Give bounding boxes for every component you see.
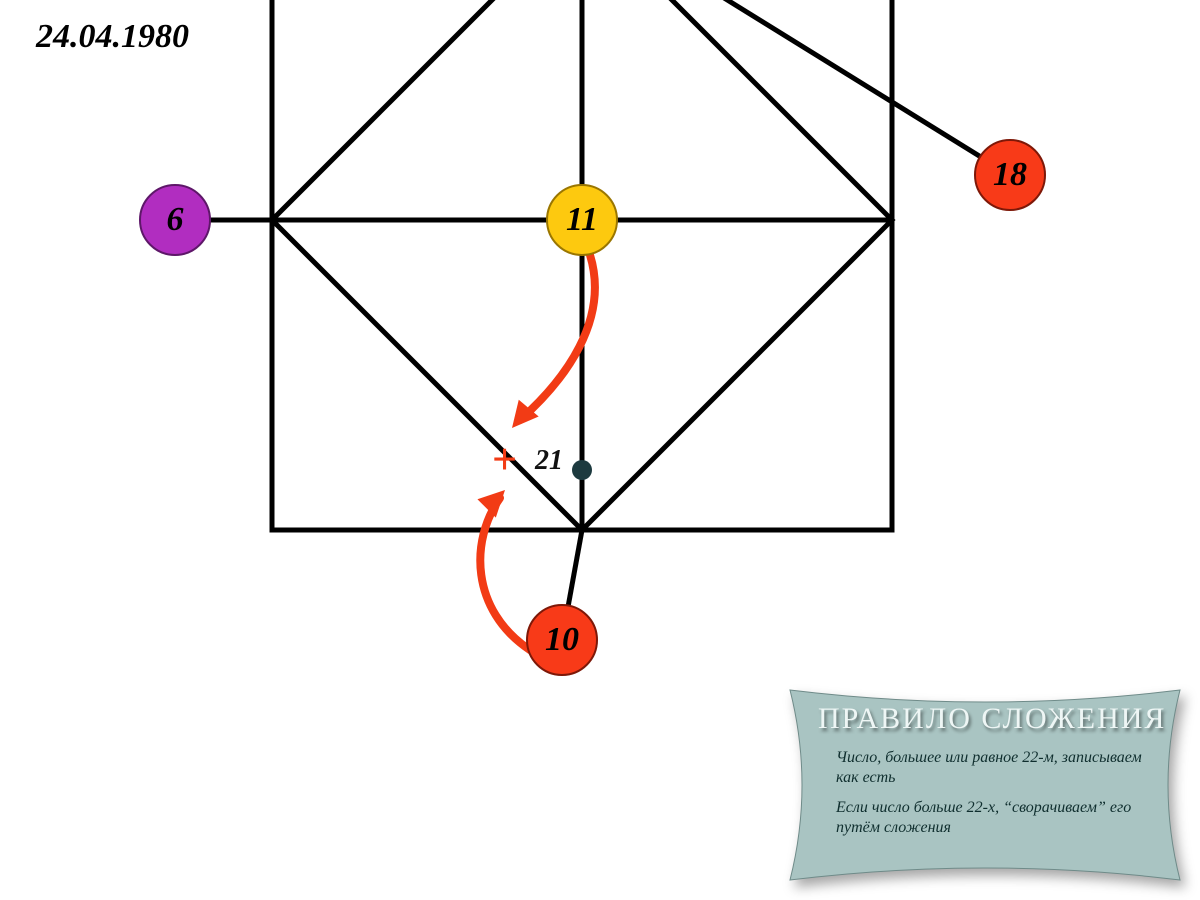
rule-line-1: Число, большее или равное 22-м, записыва… [836,748,1150,788]
plus-icon: + [492,438,517,482]
node-10: 10 [526,604,598,676]
diagram-stage: { "canvas": { "width": 1200, "height": 9… [0,0,1200,900]
date-label: 24.04.1980 [36,18,189,56]
node-18: 18 [974,139,1046,211]
node-6: 6 [139,184,211,256]
rule-box-title: ПРАВИЛО СЛОЖЕНИЯ [818,702,1166,736]
sum-dot [572,460,592,480]
rule-line-2: Если число больше 22-х, “сворачиваем” ег… [836,798,1150,838]
rule-box-body: Число, большее или равное 22-м, записыва… [836,748,1150,848]
sum-value: 21 [535,445,563,477]
node-11: 11 [546,184,618,256]
